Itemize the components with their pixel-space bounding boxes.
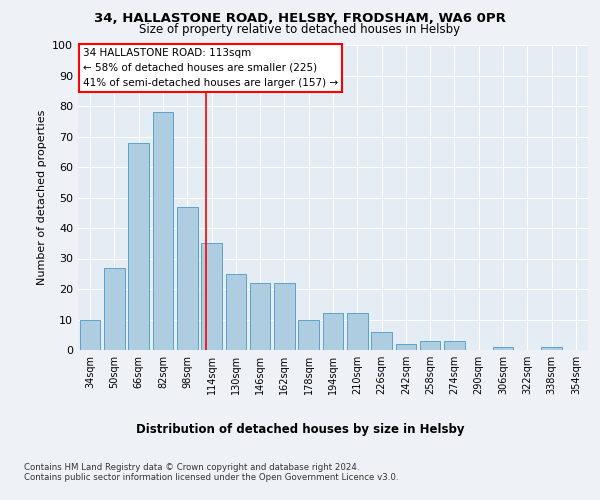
- Text: 34 HALLASTONE ROAD: 113sqm
← 58% of detached houses are smaller (225)
41% of sem: 34 HALLASTONE ROAD: 113sqm ← 58% of deta…: [83, 48, 338, 88]
- Bar: [298, 320, 319, 350]
- Bar: [274, 283, 295, 350]
- Text: 34, HALLASTONE ROAD, HELSBY, FRODSHAM, WA6 0PR: 34, HALLASTONE ROAD, HELSBY, FRODSHAM, W…: [94, 12, 506, 26]
- Text: Distribution of detached houses by size in Helsby: Distribution of detached houses by size …: [136, 422, 464, 436]
- Bar: [152, 112, 173, 350]
- Bar: [323, 314, 343, 350]
- Bar: [201, 244, 222, 350]
- Bar: [226, 274, 246, 350]
- Bar: [80, 320, 100, 350]
- Bar: [250, 283, 271, 350]
- Text: Contains public sector information licensed under the Open Government Licence v3: Contains public sector information licen…: [24, 472, 398, 482]
- Bar: [347, 314, 368, 350]
- Bar: [420, 341, 440, 350]
- Bar: [128, 142, 149, 350]
- Bar: [541, 347, 562, 350]
- Bar: [493, 347, 514, 350]
- Bar: [444, 341, 465, 350]
- Text: Contains HM Land Registry data © Crown copyright and database right 2024.: Contains HM Land Registry data © Crown c…: [24, 462, 359, 471]
- Bar: [371, 332, 392, 350]
- Y-axis label: Number of detached properties: Number of detached properties: [37, 110, 47, 285]
- Bar: [395, 344, 416, 350]
- Text: Size of property relative to detached houses in Helsby: Size of property relative to detached ho…: [139, 24, 461, 36]
- Bar: [177, 206, 197, 350]
- Bar: [104, 268, 125, 350]
